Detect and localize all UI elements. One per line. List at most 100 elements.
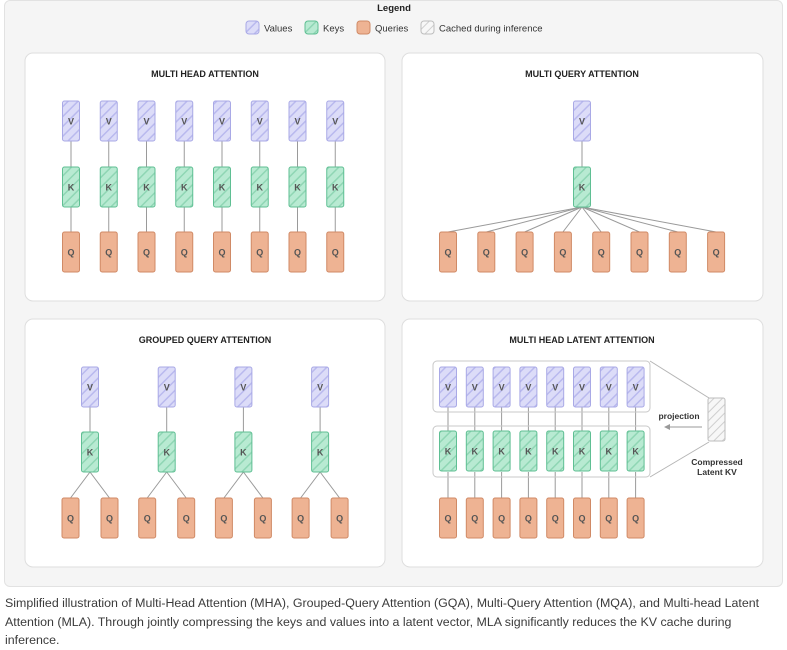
mqa-query-box-label: Q [636,248,643,258]
panel-mqa: MULTI QUERY ATTENTION Q Q Q Q Q Q Q Q V K [401,52,764,302]
mla-key-box-rect [492,430,511,472]
mla-key-box-label: K [552,447,559,457]
mha-value-box-rect [137,100,156,142]
mqa-kq-link [581,206,678,233]
mla-query-box-label: Q [578,514,585,524]
mqa-query-box: Q [707,231,726,273]
mha-value-box-rect [62,100,80,142]
panel-mha: MULTI HEAD ATTENTION VKQVKQVKQVKQVKQVKQV… [24,52,386,302]
mla-query-box-label: Q [525,514,532,524]
gqa-query-box-rect [253,497,272,539]
gqa-query-box-label: Q [336,514,343,524]
mla-value-box-label: V [552,383,558,393]
mha-key-box-rect [213,166,231,208]
mla-query-box-label: Q [444,514,451,524]
mqa-key-box-label: K [579,183,586,193]
mha-query-box-label: Q [181,248,188,258]
mla-query-box-rect [465,497,484,539]
mha-value-box: V [62,100,80,142]
figure-caption: Simplified illustration of Multi-Head At… [5,596,760,647]
mla-query-box-label: Q [471,514,478,524]
mla-key-box-rect [599,430,618,472]
mqa-kq-link [562,206,583,233]
gqa-query-box-label: Q [259,514,266,524]
mqa-query-box-label: Q [674,248,681,258]
attention-diagram: Legend Values Keys Queries Cached during… [24,3,764,568]
mha-query-box-label: Q [67,248,74,258]
mla-query-box-rect [519,497,538,539]
mqa-query-box-rect [515,231,534,273]
mha-key-box-rect [288,166,307,208]
mha-key-box-label: K [257,183,264,193]
gqa-value-box-rect [311,366,330,408]
mla-key-box: K [492,430,511,472]
mqa-heads: Q Q Q Q Q Q Q Q V K [439,100,726,273]
mla-value-box-label: V [633,383,639,393]
gqa-key-box: K [311,431,330,473]
panel-gqa-title: GROUPED QUERY ATTENTION [139,335,272,345]
mha-value-box-label: V [106,117,112,127]
panel-mla-title: MULTI HEAD LATENT ATTENTION [509,335,654,345]
panel-mqa-title: MULTI QUERY ATTENTION [525,69,639,79]
mla-value-box-rect [573,366,591,408]
legend-swatch-queries [356,20,371,35]
mla-key-box-label: K [445,447,452,457]
mha-key-box: K [62,166,80,208]
gqa-key-box-rect [81,431,99,473]
mha-key-box-label: K [294,183,301,193]
mha-value-box-rect [175,100,194,142]
mla-value-box: V [439,366,457,408]
mla-value-box-label: V [579,383,585,393]
projection-label: projection [658,411,699,421]
gqa-key-box-rect [234,431,253,473]
mla-key-box-rect [519,430,538,472]
mha-value-box: V [326,100,345,142]
mla-key-box: K [599,430,618,472]
gqa-key-box-rect [311,431,330,473]
mha-key-box: K [250,166,269,208]
gqa-value-box: V [311,366,330,408]
gqa-query-box-label: Q [297,514,304,524]
mla-key-box: K [465,430,484,472]
mha-key-box: K [288,166,307,208]
mha-value-box: V [175,100,194,142]
mqa-kq-link [581,206,602,233]
mqa-key-box: K [573,166,591,208]
legend-label-values: Values [264,24,293,35]
mha-key-box: K [213,166,231,208]
mha-value-box-rect [99,100,118,142]
mqa-query-box-rect [592,231,611,273]
mla-value-box-label: V [472,383,478,393]
mla-query-box: Q [626,497,645,539]
mha-value-box-rect [250,100,269,142]
legend-item-queries: Queries [356,20,409,35]
mla-query-box-label: Q [605,514,612,524]
mla-value-box-label: V [445,383,451,393]
mla-value-box: V [519,366,538,408]
mha-value-box: V [288,100,307,142]
latent-label-line1: Compressed [691,457,743,467]
gqa-kq-link [70,471,91,499]
mla-key-box: K [626,430,645,472]
gqa-query-box-label: Q [106,514,113,524]
mha-query-box-label: Q [332,248,339,258]
gqa-value-box-label: V [317,383,323,393]
mla-key-box-rect [626,430,645,472]
gqa-value-box-label: V [240,383,246,393]
mqa-query-box-rect [630,231,649,273]
gqa-query-box: Q [214,497,233,539]
mqa-query-box: Q [477,231,496,273]
mha-query-box-label: Q [256,248,263,258]
mla-value-box-rect [439,366,457,408]
mqa-kq-link [581,206,640,233]
mla-query-box-rect [492,497,511,539]
mha-key-box-label: K [143,183,150,193]
mha-value-box-label: V [143,117,149,127]
mla-value-box-label: V [499,383,505,393]
mla-key-box-label: K [472,447,479,457]
legend-item-cached: Cached during inference [420,20,543,35]
mha-key-box-rect [175,166,194,208]
mha-key-box-rect [250,166,269,208]
mha-query-box: Q [99,231,118,273]
mla-value-box-rect [519,366,538,408]
